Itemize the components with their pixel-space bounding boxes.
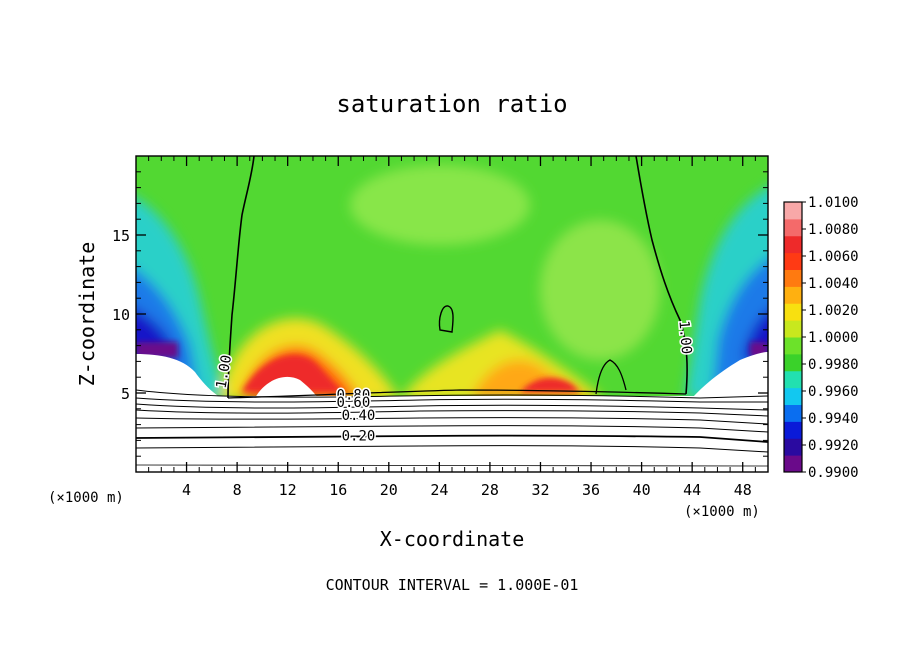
colorbar-swatch xyxy=(784,286,802,304)
x-tick-label: 48 xyxy=(734,481,752,499)
x-tick-label: 28 xyxy=(481,481,499,499)
colorbar-swatch xyxy=(784,370,802,389)
colorbar-swatch xyxy=(784,218,802,237)
plot-area xyxy=(136,156,768,472)
contour-1-right-cell xyxy=(595,359,627,395)
white-gap-right xyxy=(692,352,768,398)
y-axis: 5 10 15 xyxy=(112,171,768,457)
colorbar-label: 1.0020 xyxy=(808,303,859,319)
colorbar-swatch xyxy=(784,337,802,355)
colorbar-swatch xyxy=(784,421,802,439)
y-axis-label: Z-coordinate xyxy=(75,242,99,387)
contour-label: 0.20 xyxy=(342,428,376,444)
contour-label: 1.00 xyxy=(675,320,694,355)
contour-1-island xyxy=(438,305,454,333)
colorbar-swatch xyxy=(784,438,802,456)
contour-1-right xyxy=(635,156,688,395)
colorbar-swatch xyxy=(784,455,802,473)
lower-region xyxy=(136,396,768,472)
colorbar-label: 1.0040 xyxy=(808,276,859,292)
colorbar-label: 1.0100 xyxy=(808,195,859,211)
green-patch-upper xyxy=(350,165,530,245)
colorbar-label: 1.0000 xyxy=(808,330,859,346)
colorbar-label: 1.0060 xyxy=(808,249,859,265)
colorbar-label: 0.9900 xyxy=(808,465,859,481)
x-tick-label: 4 xyxy=(182,481,191,499)
x-tick-label: 36 xyxy=(582,481,600,499)
x-axis: 4 8 12 16 20 24 28 32 36 40 44 48 xyxy=(148,156,756,499)
x-tick-label: 12 xyxy=(279,481,297,499)
y-tick-label: 5 xyxy=(121,385,130,403)
colorbar-swatch xyxy=(784,202,802,220)
colorbar-label: 0.9920 xyxy=(808,438,859,454)
white-gap-left xyxy=(136,354,225,400)
x-tick-label: 44 xyxy=(683,481,701,499)
x-tick-label: 24 xyxy=(430,481,448,499)
contour-label: 0.40 xyxy=(342,408,376,424)
contour-label: 0.60 xyxy=(337,395,371,411)
x-tick-label: 20 xyxy=(380,481,398,499)
red-cap-right xyxy=(520,377,580,392)
contour-1-left xyxy=(227,156,255,399)
x-tick-label: 32 xyxy=(531,481,549,499)
colorbar-swatch xyxy=(784,269,802,287)
colorbar-swatch xyxy=(784,320,802,338)
x-tick-label: 16 xyxy=(329,481,347,499)
contour-interval: CONTOUR INTERVAL = 1.000E-01 xyxy=(326,576,579,594)
x-axis-label: X-coordinate xyxy=(380,527,525,551)
contour-label: 0.80 xyxy=(337,387,371,403)
colorbar-swatch xyxy=(784,303,802,321)
colorbar-swatch xyxy=(784,387,802,405)
contour-1-base xyxy=(227,389,687,399)
y-tick-label: 15 xyxy=(112,227,130,245)
colorbar-label: 0.9940 xyxy=(808,411,859,427)
colorbar-swatch xyxy=(784,404,802,422)
lower-contours xyxy=(136,389,768,467)
colorbar-swatch xyxy=(784,353,802,372)
colorbar-swatch xyxy=(784,252,802,270)
colorbar-label: 1.0080 xyxy=(808,222,859,238)
colorbar-label: 0.9960 xyxy=(808,384,859,400)
y-tick-label: 10 xyxy=(112,306,130,324)
green-patch-right xyxy=(540,220,660,360)
colorbar-swatch xyxy=(784,235,802,254)
colorbar: 1.0100 1.0080 1.0060 1.0040 1.0020 1.0000 0.99… xyxy=(783,195,859,481)
chart-title: saturation ratio xyxy=(336,90,567,118)
x-tick-label: 40 xyxy=(633,481,651,499)
red-cap-left xyxy=(242,354,344,392)
purple-edge-left xyxy=(136,342,178,358)
x-unit-right: (×1000 m) xyxy=(684,504,760,520)
white-gap-left-plume xyxy=(255,376,318,398)
colorbar-label: 0.9980 xyxy=(808,357,859,373)
x-unit-left: (×1000 m) xyxy=(48,490,124,506)
x-tick-label: 8 xyxy=(233,481,242,499)
